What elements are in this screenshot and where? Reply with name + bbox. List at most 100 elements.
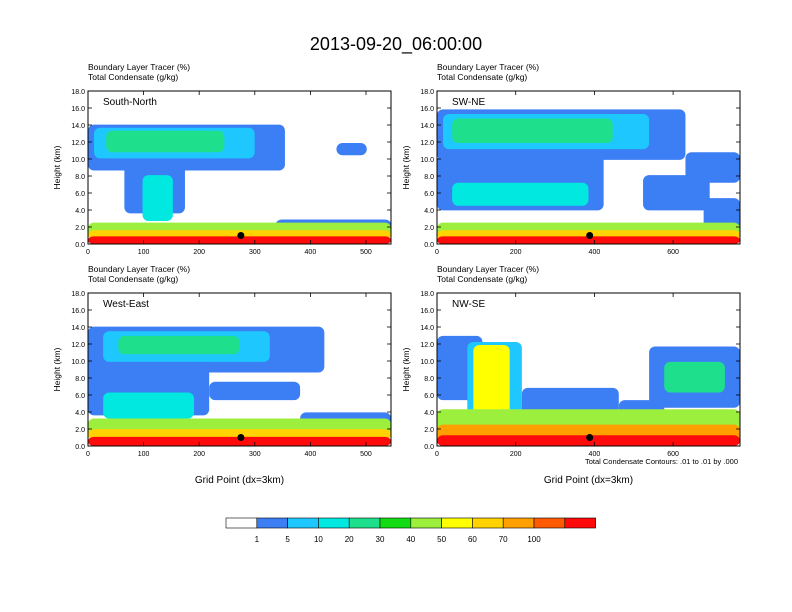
legend-label: 60 bbox=[468, 535, 477, 544]
field-region bbox=[664, 361, 725, 393]
panel-label: South-North bbox=[103, 97, 157, 108]
legend-label: 20 bbox=[345, 535, 354, 544]
x-tick-label: 300 bbox=[249, 249, 261, 256]
location-marker bbox=[586, 232, 594, 239]
y-tick-label: 16.0 bbox=[71, 308, 85, 315]
y-axis-label: Height (km) bbox=[401, 145, 411, 189]
x-tick-label: 0 bbox=[86, 249, 90, 256]
x-tick-label: 500 bbox=[360, 249, 372, 256]
y-axis-label: Height (km) bbox=[52, 145, 62, 189]
x-tick-label: 400 bbox=[589, 249, 601, 256]
y-tick-label: 4.0 bbox=[424, 410, 434, 417]
field-region bbox=[336, 143, 367, 156]
panel-sw-ne: 0.0 2.0 4.0 6.0 8.0 10.0 12.0 14.0 16.0 18.0 0 200 4… bbox=[401, 62, 741, 256]
y-tick-label: 0.0 bbox=[75, 444, 85, 451]
x-tick-label: 600 bbox=[667, 451, 679, 458]
y-tick-label: 18.0 bbox=[420, 291, 434, 298]
field-region bbox=[103, 392, 195, 419]
y-tick-label: 10.0 bbox=[420, 157, 434, 164]
plot-frame bbox=[87, 90, 392, 245]
legend-swatch bbox=[287, 517, 319, 529]
y-tick-label: 12.0 bbox=[71, 342, 85, 349]
panel-nw-se: 0.0 2.0 4.0 6.0 8.0 10.0 12.0 14.0 16.0 18.0 0 200 4… bbox=[401, 264, 741, 486]
legend-swatch bbox=[225, 517, 258, 529]
panel-label: NW-SE bbox=[452, 299, 485, 310]
legend-label: 40 bbox=[406, 535, 415, 544]
panel-south-north: 0.0 2.0 4.0 6.0 8.0 10.0 12.0 14.0 16.0 18.0 0 100 2… bbox=[52, 62, 392, 256]
legend-label: 1 bbox=[255, 535, 260, 544]
x-tick-label: 0 bbox=[435, 451, 439, 458]
y-tick-label: 18.0 bbox=[420, 89, 434, 96]
y-tick-label: 10.0 bbox=[420, 359, 434, 366]
y-tick-label: 16.0 bbox=[420, 308, 434, 315]
x-tick-label: 100 bbox=[138, 451, 150, 458]
y-tick-label: 8.0 bbox=[424, 376, 434, 383]
field-shading bbox=[88, 124, 391, 244]
legend-label: 50 bbox=[437, 535, 446, 544]
plot-frame bbox=[436, 292, 741, 447]
panel-west-east: 0.0 2.0 4.0 6.0 8.0 10.0 12.0 14.0 16.0 18.0 0 100 2… bbox=[52, 264, 392, 486]
y-tick-label: 2.0 bbox=[75, 225, 85, 232]
legend-label: 5 bbox=[285, 535, 290, 544]
panel-title-line2: Total Condensate (g/kg) bbox=[437, 72, 527, 82]
panel-label: SW-NE bbox=[452, 97, 485, 108]
field-region bbox=[88, 236, 391, 244]
y-tick-label: 18.0 bbox=[71, 291, 85, 298]
y-tick-label: 6.0 bbox=[75, 191, 85, 198]
y-tick-label: 14.0 bbox=[71, 123, 85, 130]
x-axis-label: Grid Point (dx=3km) bbox=[195, 475, 284, 486]
x-tick-label: 100 bbox=[138, 249, 150, 256]
x-tick-label: 400 bbox=[305, 451, 317, 458]
y-tick-label: 0.0 bbox=[424, 242, 434, 249]
panel-title-line2: Total Condensate (g/kg) bbox=[88, 274, 178, 284]
legend-swatch bbox=[564, 517, 596, 529]
panel-title-line1: Boundary Layer Tracer (%) bbox=[88, 62, 190, 72]
y-tick-label: 18.0 bbox=[71, 89, 85, 96]
field-shading bbox=[437, 109, 740, 244]
x-tick-label: 200 bbox=[193, 451, 205, 458]
legend-label: 30 bbox=[376, 535, 385, 544]
x-axis-label: Grid Point (dx=3km) bbox=[544, 475, 633, 486]
legend-swatch bbox=[318, 517, 350, 529]
x-tick-label: 0 bbox=[435, 249, 439, 256]
y-tick-label: 12.0 bbox=[420, 342, 434, 349]
x-tick-label: 600 bbox=[667, 249, 679, 256]
plot-frame bbox=[436, 90, 741, 245]
legend-swatch bbox=[502, 517, 535, 529]
x-tick-label: 200 bbox=[510, 249, 522, 256]
y-tick-label: 2.0 bbox=[75, 427, 85, 434]
x-tick-label: 400 bbox=[305, 249, 317, 256]
legend-swatch bbox=[472, 517, 504, 529]
panel-title-line2: Total Condensate (g/kg) bbox=[88, 72, 178, 82]
y-tick-label: 2.0 bbox=[424, 225, 434, 232]
y-tick-label: 4.0 bbox=[75, 410, 85, 417]
y-tick-label: 4.0 bbox=[75, 208, 85, 215]
field-region bbox=[703, 198, 740, 229]
legend-label: 70 bbox=[499, 535, 508, 544]
field-region bbox=[437, 236, 740, 244]
panel-label: West-East bbox=[103, 299, 149, 310]
location-marker bbox=[586, 434, 594, 441]
panel-title-line2: Total Condensate (g/kg) bbox=[437, 274, 527, 284]
x-tick-label: 200 bbox=[510, 451, 522, 458]
panel-title-line1: Boundary Layer Tracer (%) bbox=[437, 264, 539, 274]
field-region bbox=[106, 130, 225, 153]
x-tick-label: 200 bbox=[193, 249, 205, 256]
location-marker bbox=[237, 232, 245, 239]
y-tick-label: 8.0 bbox=[424, 174, 434, 181]
panels: 0.0 2.0 4.0 6.0 8.0 10.0 12.0 14.0 16.0 18.0 0 100 2… bbox=[52, 62, 741, 486]
y-tick-label: 6.0 bbox=[424, 393, 434, 400]
figure-title: 2013-09-20_06:00:00 bbox=[310, 34, 482, 55]
color-legend: 1 5 10 20 30 40 50 60 70 100 bbox=[225, 517, 596, 544]
legend-swatch bbox=[256, 517, 288, 529]
legend-swatch bbox=[533, 517, 566, 529]
y-tick-label: 14.0 bbox=[420, 123, 434, 130]
legend-swatch bbox=[441, 517, 473, 529]
legend-swatch bbox=[348, 517, 381, 529]
y-tick-label: 0.0 bbox=[424, 444, 434, 451]
panel-title-line1: Boundary Layer Tracer (%) bbox=[88, 264, 190, 274]
y-tick-label: 12.0 bbox=[71, 140, 85, 147]
y-tick-label: 0.0 bbox=[75, 242, 85, 249]
y-tick-label: 14.0 bbox=[71, 325, 85, 332]
